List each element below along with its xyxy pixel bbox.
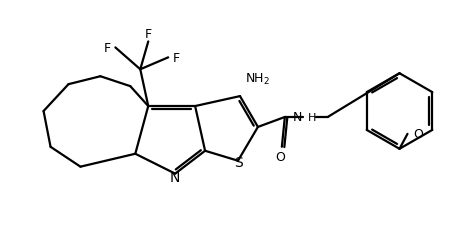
Text: O: O (414, 128, 424, 141)
Text: F: F (145, 28, 152, 41)
Text: NH$_2$: NH$_2$ (245, 71, 270, 86)
Text: S: S (234, 155, 243, 169)
Text: N: N (170, 170, 181, 184)
Text: N: N (293, 111, 302, 124)
Text: H: H (308, 113, 316, 122)
Text: F: F (104, 42, 111, 55)
Text: F: F (173, 52, 180, 64)
Text: O: O (275, 151, 285, 163)
